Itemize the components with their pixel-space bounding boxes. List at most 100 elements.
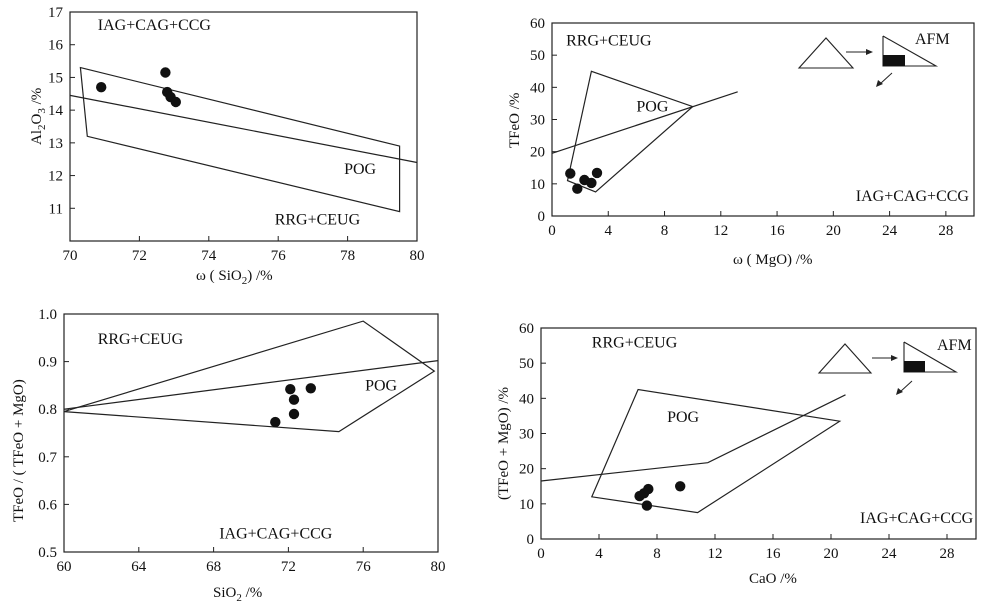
inset-half-triangle [903, 341, 959, 373]
y-tick-label: 17 [48, 5, 64, 21]
x-tick-label: 76 [271, 248, 287, 264]
y-tick-label: 30 [530, 113, 545, 129]
y-tick-label: 60 [530, 16, 545, 32]
x-tick-label: 72 [281, 559, 296, 575]
pog-field-polygon [566, 70, 694, 193]
chart-tfeo-vs-mgo: 0 4 8 12 16 20 24 28 0 10 20 30 40 50 60 RRG+CEUG POG IA… [507, 16, 975, 268]
y-tick-label: 0.8 [38, 402, 57, 418]
data-point [160, 67, 171, 78]
inset-arrow-head [866, 49, 873, 55]
region-label: RRG+CEUG [275, 212, 361, 229]
x-tick-label: 8 [653, 546, 661, 562]
data-point [572, 183, 583, 194]
y-tick-label: 50 [530, 48, 545, 64]
x-tick-label: 4 [595, 546, 603, 562]
x-tick-label: 12 [713, 223, 728, 239]
region-label: IAG+CAG+CCG [219, 526, 333, 543]
x-axis-label: ω ( SiO2) /% [196, 268, 273, 287]
x-tick-label: 24 [882, 223, 898, 239]
x-tick-label: 68 [206, 559, 221, 575]
y-tick-label: 40 [519, 391, 534, 407]
region-label: POG [636, 99, 668, 116]
inset-half-triangle [882, 35, 939, 67]
x-axis-label: SiO2 /% [213, 585, 262, 604]
tick-labels: 70 72 74 76 78 80 11 12 13 14 15 16 17 [48, 5, 425, 264]
inset-black-box [883, 55, 905, 66]
x-tick-label: 78 [340, 248, 355, 264]
tick-labels: 0 4 8 12 16 20 24 28 0 10 20 30 40 50 60 [530, 16, 953, 239]
data-point [285, 384, 296, 395]
x-tick-label: 8 [661, 223, 669, 239]
data-point [305, 383, 316, 394]
x-tick-label: 20 [824, 546, 839, 562]
plot-frame [69, 11, 418, 242]
data-point [270, 416, 281, 428]
plot-frame [63, 313, 439, 553]
inset-arrow-2 [899, 380, 913, 393]
y-tick-label: 10 [519, 497, 534, 513]
region-label: POG [365, 378, 397, 395]
y-tick-label: 0.6 [38, 497, 57, 513]
tick-marks [69, 11, 418, 241]
x-tick-label: 20 [826, 223, 841, 239]
region-label: IAG+CAG+CCG [860, 510, 974, 527]
y-axis-label: TFeO / ( TFeO + MgO) [11, 379, 27, 522]
x-tick-label: 4 [605, 223, 613, 239]
inset-label: AFM [915, 31, 950, 48]
afm-inset-diagram: AFM [817, 337, 972, 395]
region-label: IAG+CAG+CCG [856, 188, 970, 205]
inset-black-box [904, 361, 925, 372]
x-tick-label: 0 [548, 223, 556, 239]
discrimination-line [63, 360, 439, 410]
discrimination-line [69, 94, 418, 164]
data-point [288, 394, 300, 405]
x-tick-label: 60 [57, 559, 72, 575]
x-tick-label: 28 [938, 223, 953, 239]
region-label: POG [667, 409, 699, 426]
y-tick-label: 0 [538, 209, 546, 225]
x-tick-label: 80 [431, 559, 446, 575]
data-point [565, 168, 576, 179]
y-tick-label: 15 [48, 70, 63, 86]
y-tick-label: 0 [527, 532, 535, 548]
discrimination-line [551, 91, 738, 154]
region-label: RRG+CEUG [98, 331, 184, 348]
discrimination-line [540, 394, 846, 482]
y-tick-label: 1.0 [38, 307, 57, 323]
y-tick-label: 0.9 [38, 355, 57, 371]
x-tick-label: 72 [132, 248, 147, 264]
y-tick-label: 13 [48, 136, 63, 152]
x-tick-label: 16 [770, 223, 786, 239]
data-point [288, 408, 300, 420]
chart-fe-ratio-vs-sio2: 60 64 68 72 76 80 0.5 0.6 0.7 0.8 0.9 1.0 RRG+CEUG P… [11, 307, 446, 604]
inset-arrow-2 [879, 72, 893, 85]
y-tick-label: 20 [519, 462, 534, 478]
inset-triangle [817, 343, 873, 374]
x-tick-label: 80 [410, 248, 425, 264]
pog-field-polygon [590, 388, 842, 514]
x-tick-label: 70 [63, 248, 78, 264]
x-axis-label: ω ( MgO) /% [733, 252, 812, 268]
tick-marks [63, 313, 439, 553]
y-tick-label: 12 [48, 169, 63, 185]
x-tick-label: 24 [882, 546, 898, 562]
y-tick-label: 30 [519, 427, 534, 443]
chart-al2o3-vs-sio2: 70 72 74 76 78 80 11 12 13 14 15 16 17 IAG+CAG+CCG PO… [29, 5, 425, 287]
region-label: RRG+CEUG [592, 334, 678, 351]
y-tick-label: 10 [530, 177, 545, 193]
x-tick-label: 64 [131, 559, 147, 575]
y-tick-label: 14 [48, 103, 64, 119]
data-point [591, 167, 603, 179]
inset-label: AFM [937, 337, 972, 354]
y-axis-label: TFeO /% [507, 93, 523, 148]
plot-marks: RRG+CEUG POG IAG+CAG+CCG [63, 320, 439, 543]
x-axis-label: CaO /% [749, 571, 797, 587]
data-point [170, 96, 181, 108]
tick-labels: 0 4 8 12 16 20 24 28 0 10 20 30 40 50 60 [519, 321, 955, 562]
data-point [641, 500, 653, 511]
y-tick-label: 50 [519, 356, 534, 372]
plot-marks: RRG+CEUG POG IAG+CAG+CCG [551, 33, 970, 205]
inset-arrow-2-head [896, 388, 903, 395]
y-tick-label: 0.7 [38, 450, 57, 466]
